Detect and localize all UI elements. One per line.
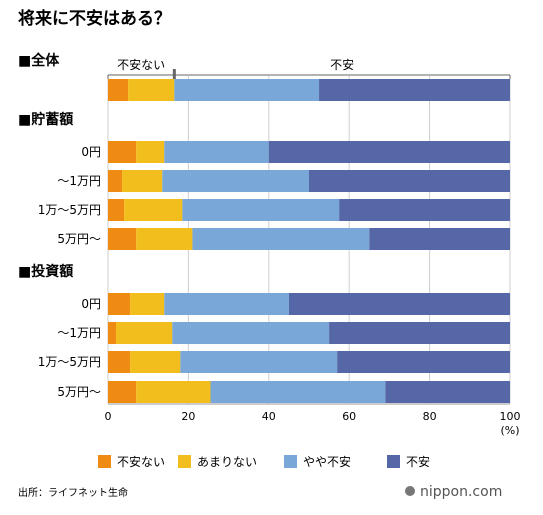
bar-segment-2-2-1 (130, 351, 181, 373)
bar-segment-0-0-2 (174, 79, 320, 101)
legend-swatch-0 (98, 455, 111, 468)
annotation-anxious: 不安 (330, 57, 354, 72)
bar-segment-1-0-1 (136, 141, 165, 163)
bar-segment-1-2-0 (108, 199, 125, 221)
x-tick-label-0: 0 (105, 410, 112, 423)
bar-segment-1-1-2 (162, 170, 309, 192)
bar-segment-1-3-3 (369, 228, 510, 250)
legend-label-0: 不安ない (117, 454, 165, 469)
bar-segment-2-2-3 (337, 351, 510, 373)
row-label-2-2: 1万〜5万円 (38, 355, 101, 369)
bar-segment-2-1-2 (172, 322, 330, 344)
x-tick-label-2: 40 (262, 410, 276, 423)
group-label-1: ■貯蓄額 (18, 111, 73, 128)
legend-swatch-1 (178, 455, 191, 468)
bar-segment-1-1-3 (309, 170, 510, 192)
bar-segment-1-1-1 (122, 170, 163, 192)
bar-segment-2-3-3 (385, 381, 510, 403)
bracket-divider (172, 69, 176, 79)
bar-segment-1-3-2 (192, 228, 370, 250)
annotation-not-anxious: 不安ない (117, 57, 165, 72)
bar-segment-2-3-0 (108, 381, 137, 403)
bar-segment-1-3-1 (136, 228, 193, 250)
group-label-2: ■投資額 (18, 263, 73, 280)
row-label-1-2: 1万〜5万円 (38, 203, 101, 217)
chart-title: 将来に不安はある？ (18, 8, 171, 29)
x-tick-label-5: 100 (500, 410, 521, 423)
bar-segment-2-0-0 (108, 293, 131, 315)
legend-swatch-3 (387, 455, 400, 468)
bar-segment-0-0-1 (128, 79, 175, 101)
row-label-2-3: 5万円〜 (57, 385, 101, 399)
bar-segment-1-1-0 (108, 170, 123, 192)
bar-segment-2-0-3 (288, 293, 510, 315)
row-label-1-3: 5万円〜 (57, 232, 101, 246)
logo-mark (405, 486, 415, 496)
row-label-2-1: 〜1万円 (57, 326, 101, 340)
bar-segment-2-1-0 (108, 322, 117, 344)
bar-segment-1-0-3 (268, 141, 510, 163)
bar-segment-2-0-1 (130, 293, 165, 315)
bar-segment-2-2-0 (108, 351, 131, 373)
bar-segment-1-2-3 (339, 199, 510, 221)
bar-segment-1-0-0 (108, 141, 137, 163)
bar-segment-2-3-1 (136, 381, 211, 403)
bar-segment-1-2-2 (182, 199, 340, 221)
bar-segment-2-3-2 (210, 381, 386, 403)
source-note: 出所：ライフネット生命 (18, 486, 128, 499)
row-label-1-1: 〜1万円 (57, 174, 101, 188)
row-label-2-0: 0円 (81, 297, 101, 311)
group-label-0: ■全体 (18, 52, 60, 69)
logo-text: nippon.com (420, 484, 502, 500)
x-tick-label-3: 60 (342, 410, 356, 423)
bar-segment-0-0-3 (319, 79, 510, 101)
bar-segment-2-2-2 (180, 351, 338, 373)
bar-segment-2-0-2 (164, 293, 289, 315)
legend-label-3: 不安 (406, 454, 430, 469)
legend-label-1: あまりない (197, 455, 257, 469)
bar-segment-2-1-1 (116, 322, 173, 344)
legend-swatch-2 (284, 455, 297, 468)
row-label-1-0: 0円 (81, 145, 101, 159)
x-tick-label-1: 20 (181, 410, 195, 423)
bar-segment-0-0-0 (108, 79, 129, 101)
legend-label-2: やや不安 (303, 454, 351, 469)
bar-segment-1-0-2 (164, 141, 269, 163)
x-tick-label-4: 80 (423, 410, 437, 423)
bar-segment-1-2-1 (124, 199, 183, 221)
bar-segment-2-1-3 (329, 322, 510, 344)
bar-segment-1-3-0 (108, 228, 137, 250)
x-axis-unit: (%) (500, 424, 519, 437)
